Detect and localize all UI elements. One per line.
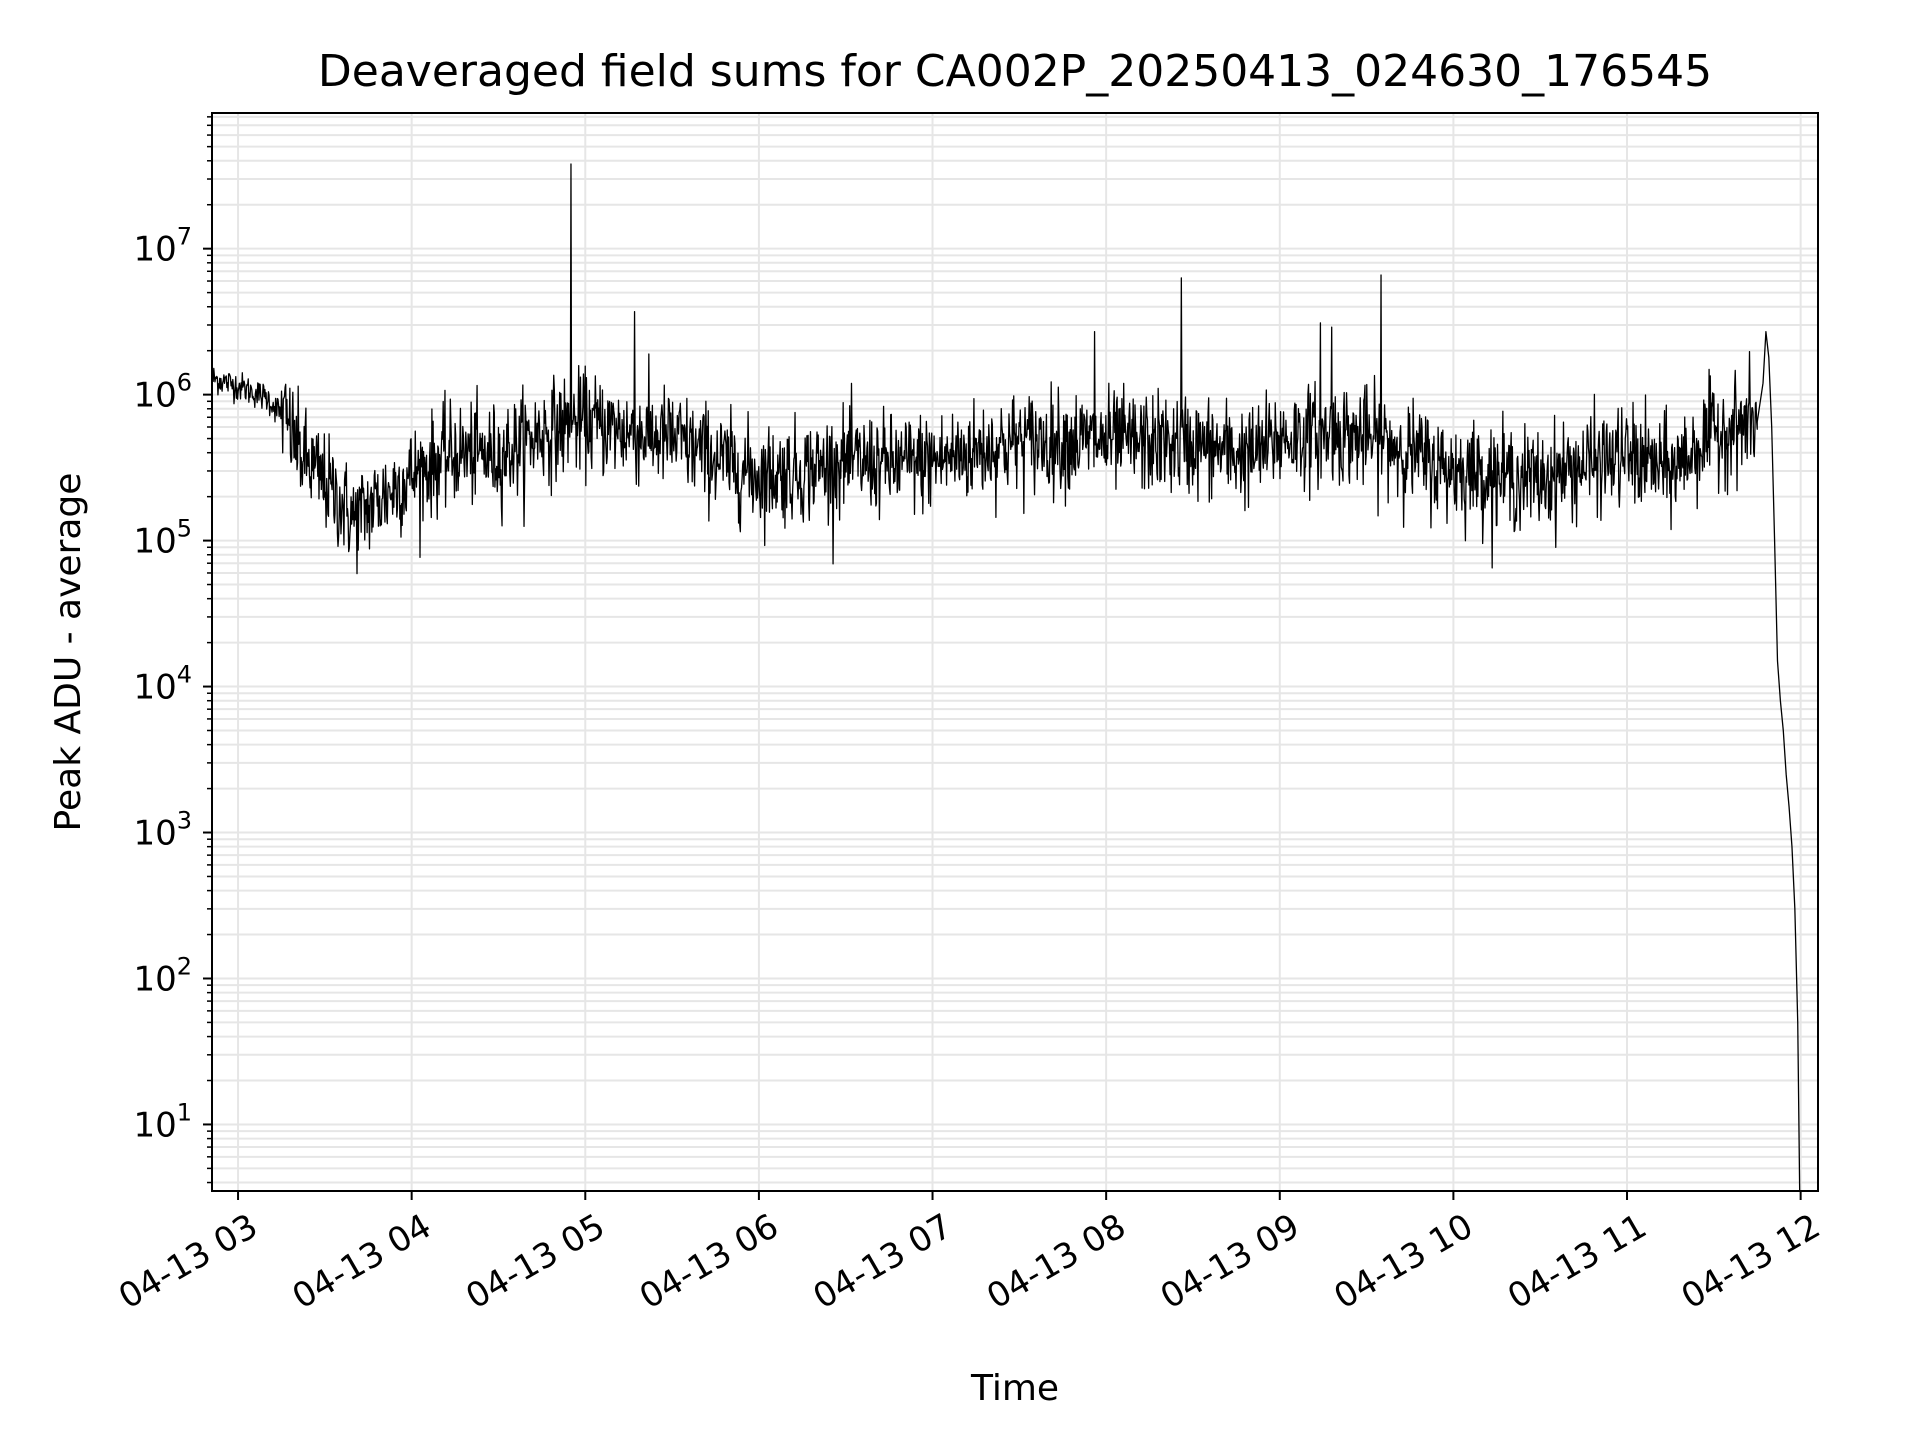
y-axis: 101 102 103 104 105 106 107 xyxy=(133,223,212,1145)
x-tick-label: 04-13 04 xyxy=(286,1206,438,1317)
x-tick-label: 04-13 11 xyxy=(1501,1206,1653,1317)
grid xyxy=(207,113,1818,1191)
x-axis: 04-13 03 04-13 04 04-13 05 04-13 06 04-13 07… xyxy=(112,1191,1827,1317)
y-tick-label: 107 xyxy=(133,223,192,270)
axes-frame xyxy=(211,112,1819,1192)
y-tick-label: 104 xyxy=(133,661,192,708)
chart-title: Deaveraged field sums for CA002P_2025041… xyxy=(318,46,1712,97)
x-tick-label: 04-13 03 xyxy=(112,1206,264,1317)
x-tick-label: 04-13 08 xyxy=(980,1206,1132,1317)
x-axis-label: Time xyxy=(970,1368,1059,1409)
series-line xyxy=(212,163,1801,1191)
x-tick-label: 04-13 12 xyxy=(1675,1206,1827,1317)
y-tick-label: 106 xyxy=(133,369,192,416)
y-tick-label: 102 xyxy=(133,952,192,999)
y-tick-label: 103 xyxy=(133,807,192,854)
plot-area xyxy=(212,163,1801,1191)
y-tick-label: 105 xyxy=(133,515,192,562)
y-axis-label: Peak ADU - average xyxy=(48,473,89,832)
x-tick-label: 04-13 06 xyxy=(633,1206,785,1317)
y-tick-label: 101 xyxy=(133,1098,192,1145)
x-tick-label: 04-13 05 xyxy=(459,1206,611,1317)
x-tick-label: 04-13 07 xyxy=(807,1206,959,1317)
x-tick-label: 04-13 10 xyxy=(1328,1206,1480,1317)
x-tick-label: 04-13 09 xyxy=(1154,1206,1306,1317)
